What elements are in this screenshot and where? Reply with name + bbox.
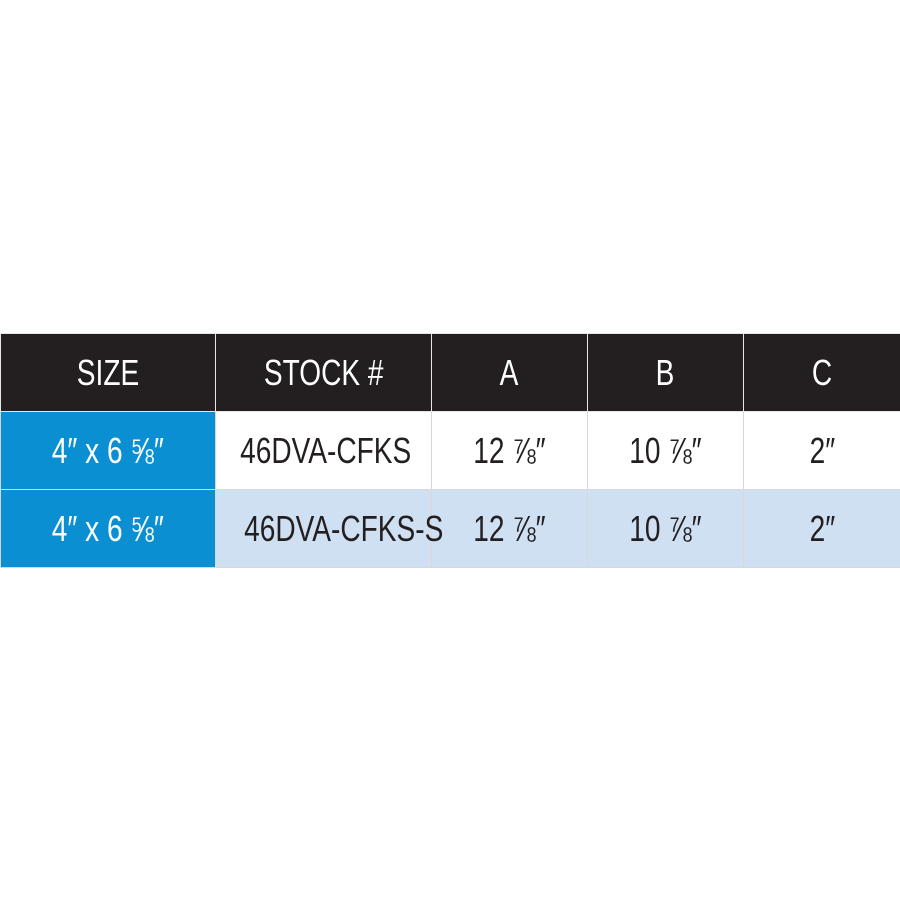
cell-text: 2″ [809, 429, 835, 471]
header-cell: A [431, 333, 588, 412]
size-cell: 4″ x 6 ⅝″ [0, 411, 216, 490]
table-cell: 2″ [743, 411, 900, 490]
header-cell: STOCK # [215, 333, 432, 412]
header-cell: B [587, 333, 744, 412]
cell-text: STOCK # [263, 351, 384, 393]
header-cell: C [743, 333, 900, 412]
cell-text: 4″ x 6 ⅝″ [52, 429, 164, 471]
cell-text: 10 ⅞″ [629, 507, 702, 549]
cell-text: 4″ x 6 ⅝″ [52, 507, 164, 549]
cell-text: 10 ⅞″ [629, 429, 702, 471]
table-row: 4″ x 6 ⅝″ 46DVA-CFKS-S 12 ⅞″ 10 ⅞″ 2″ [0, 489, 900, 568]
table-cell: 46DVA-CFKS-S [215, 489, 443, 568]
table-row: 4″ x 6 ⅝″ 46DVA-CFKS 12 ⅞″ 10 ⅞″ 2″ [0, 411, 900, 490]
cell-text: 12 ⅞″ [473, 507, 546, 549]
cell-text: 46DVA-CFKS [240, 429, 412, 471]
cell-text: SIZE [76, 351, 140, 393]
table-cell: 10 ⅞″ [587, 489, 744, 568]
header-row: SIZE STOCK # A B C [0, 333, 900, 412]
cell-text: 2″ [809, 507, 835, 549]
spec-table: SIZE STOCK # A B C 4″ x 6 ⅝″ 46DVA-CFKS 12 ⅞″ 1… [0, 333, 900, 568]
table-cell: 12 ⅞″ [431, 489, 588, 568]
table-cell: 12 ⅞″ [431, 411, 588, 490]
cell-text: 12 ⅞″ [473, 429, 546, 471]
cell-text: 46DVA-CFKS-S [244, 507, 444, 549]
spec-table-wrap: SIZE STOCK # A B C 4″ x 6 ⅝″ 46DVA-CFKS 12 ⅞″ 1… [0, 333, 900, 568]
cell-text: A [500, 351, 519, 393]
table-cell: 10 ⅞″ [587, 411, 744, 490]
cell-text: C [811, 351, 833, 393]
cell-text: B [656, 351, 675, 393]
table-cell: 2″ [743, 489, 900, 568]
table-cell: 46DVA-CFKS [215, 411, 432, 490]
size-cell: 4″ x 6 ⅝″ [0, 489, 216, 568]
header-cell: SIZE [0, 333, 216, 412]
